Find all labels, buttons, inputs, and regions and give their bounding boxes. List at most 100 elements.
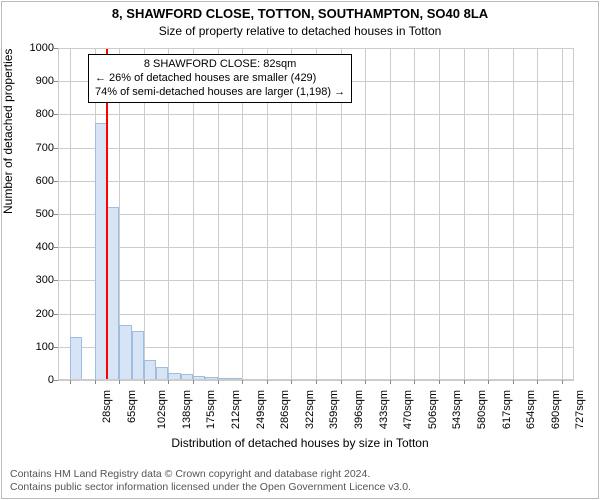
histogram-bar bbox=[267, 379, 279, 380]
x-tick-label: 580sqm bbox=[476, 390, 488, 429]
y-axis-label: Number of detached properties bbox=[1, 49, 15, 214]
histogram-bar bbox=[205, 377, 217, 380]
gridline-vertical bbox=[537, 48, 538, 380]
x-tick-label: 249sqm bbox=[255, 390, 267, 429]
y-tick-mark bbox=[54, 347, 58, 348]
info-box: 8 SHAWFORD CLOSE: 82sqm← 26% of detached… bbox=[88, 54, 352, 103]
x-tick-label: 212sqm bbox=[230, 390, 242, 429]
histogram-bar bbox=[144, 360, 156, 380]
histogram-bar bbox=[168, 373, 180, 380]
x-tick-label: 28sqm bbox=[101, 390, 113, 423]
x-tick-mark bbox=[488, 380, 489, 384]
x-tick-label: 175sqm bbox=[206, 390, 218, 429]
y-tick-label: 300 bbox=[36, 274, 54, 286]
histogram-bar bbox=[119, 325, 131, 380]
x-tick-mark bbox=[95, 380, 96, 384]
histogram-bar bbox=[156, 367, 168, 380]
x-tick-label: 138sqm bbox=[181, 390, 193, 429]
gridline-vertical bbox=[464, 48, 465, 380]
histogram-bar bbox=[304, 379, 316, 380]
x-tick-label: 286sqm bbox=[279, 390, 291, 429]
footer: Contains HM Land Registry data © Crown c… bbox=[10, 468, 411, 494]
x-tick-label: 322sqm bbox=[304, 390, 316, 429]
gridline-vertical bbox=[488, 48, 489, 380]
y-tick-mark bbox=[54, 247, 58, 248]
y-tick-label: 700 bbox=[36, 142, 54, 154]
histogram-bar bbox=[230, 378, 242, 380]
x-tick-mark bbox=[562, 380, 563, 384]
x-tick-mark bbox=[341, 380, 342, 384]
gridline-vertical bbox=[513, 48, 514, 380]
info-box-line: 74% of semi-detached houses are larger (… bbox=[95, 86, 345, 100]
x-tick-label: 727sqm bbox=[575, 390, 587, 429]
x-tick-mark bbox=[218, 380, 219, 384]
x-tick-mark bbox=[291, 380, 292, 384]
gridline-vertical bbox=[562, 48, 563, 380]
info-box-line: ← 26% of detached houses are smaller (42… bbox=[95, 72, 345, 86]
gridline-vertical bbox=[390, 48, 391, 380]
x-tick-label: 433sqm bbox=[378, 390, 390, 429]
gridline-vertical bbox=[439, 48, 440, 380]
y-tick-mark bbox=[54, 81, 58, 82]
histogram-bar bbox=[70, 337, 82, 380]
x-tick-mark bbox=[439, 380, 440, 384]
y-tick-label: 800 bbox=[36, 108, 54, 120]
y-tick-mark bbox=[54, 48, 58, 49]
y-tick-mark bbox=[54, 314, 58, 315]
y-tick-label: 900 bbox=[36, 75, 54, 87]
histogram-bar bbox=[193, 376, 205, 380]
y-tick-mark bbox=[54, 380, 58, 381]
x-tick-mark bbox=[267, 380, 268, 384]
histogram-bar bbox=[218, 378, 230, 380]
chart-title-sub: Size of property relative to detached ho… bbox=[0, 24, 600, 38]
y-tick-mark bbox=[54, 280, 58, 281]
gridline-vertical bbox=[414, 48, 415, 380]
histogram-bar bbox=[291, 379, 303, 380]
y-tick-mark bbox=[54, 181, 58, 182]
x-tick-label: 654sqm bbox=[525, 390, 537, 429]
histogram-bar bbox=[181, 374, 193, 380]
x-tick-label: 65sqm bbox=[126, 390, 138, 423]
y-tick-label: 500 bbox=[36, 208, 54, 220]
plot-area: 8 SHAWFORD CLOSE: 82sqm← 26% of detached… bbox=[58, 48, 574, 380]
y-tick-label: 1000 bbox=[30, 42, 54, 54]
histogram-bar bbox=[132, 331, 144, 380]
x-tick-mark bbox=[464, 380, 465, 384]
x-tick-mark bbox=[242, 380, 243, 384]
histogram-bar bbox=[255, 379, 267, 380]
footer-line-1: Contains HM Land Registry data © Crown c… bbox=[10, 468, 411, 481]
x-axis-label: Distribution of detached houses by size … bbox=[0, 436, 600, 450]
x-tick-label: 506sqm bbox=[427, 390, 439, 429]
x-tick-mark bbox=[537, 380, 538, 384]
x-tick-mark bbox=[390, 380, 391, 384]
gridline-vertical bbox=[70, 48, 71, 380]
x-tick-mark bbox=[193, 380, 194, 384]
x-tick-mark bbox=[168, 380, 169, 384]
y-tick-label: 600 bbox=[36, 175, 54, 187]
x-tick-mark bbox=[414, 380, 415, 384]
x-tick-mark bbox=[316, 380, 317, 384]
chart-title-main: 8, SHAWFORD CLOSE, TOTTON, SOUTHAMPTON, … bbox=[0, 6, 600, 21]
x-tick-label: 470sqm bbox=[402, 390, 414, 429]
info-box-line: 8 SHAWFORD CLOSE: 82sqm bbox=[95, 58, 345, 72]
x-tick-label: 543sqm bbox=[452, 390, 464, 429]
histogram-bar bbox=[316, 379, 328, 380]
x-tick-mark bbox=[144, 380, 145, 384]
x-tick-label: 396sqm bbox=[353, 390, 365, 429]
y-tick-mark bbox=[54, 148, 58, 149]
x-tick-label: 690sqm bbox=[550, 390, 562, 429]
y-tick-label: 200 bbox=[36, 308, 54, 320]
y-tick-mark bbox=[54, 214, 58, 215]
x-tick-label: 102sqm bbox=[156, 390, 168, 429]
x-tick-mark bbox=[70, 380, 71, 384]
y-tick-mark bbox=[54, 114, 58, 115]
histogram-bar bbox=[242, 379, 254, 380]
x-tick-mark bbox=[513, 380, 514, 384]
x-tick-mark bbox=[365, 380, 366, 384]
x-tick-label: 359sqm bbox=[329, 390, 341, 429]
gridline-vertical bbox=[365, 48, 366, 380]
x-tick-mark bbox=[119, 380, 120, 384]
x-tick-label: 617sqm bbox=[501, 390, 513, 429]
histogram-bar bbox=[279, 379, 291, 380]
footer-line-2: Contains public sector information licen… bbox=[10, 481, 411, 494]
